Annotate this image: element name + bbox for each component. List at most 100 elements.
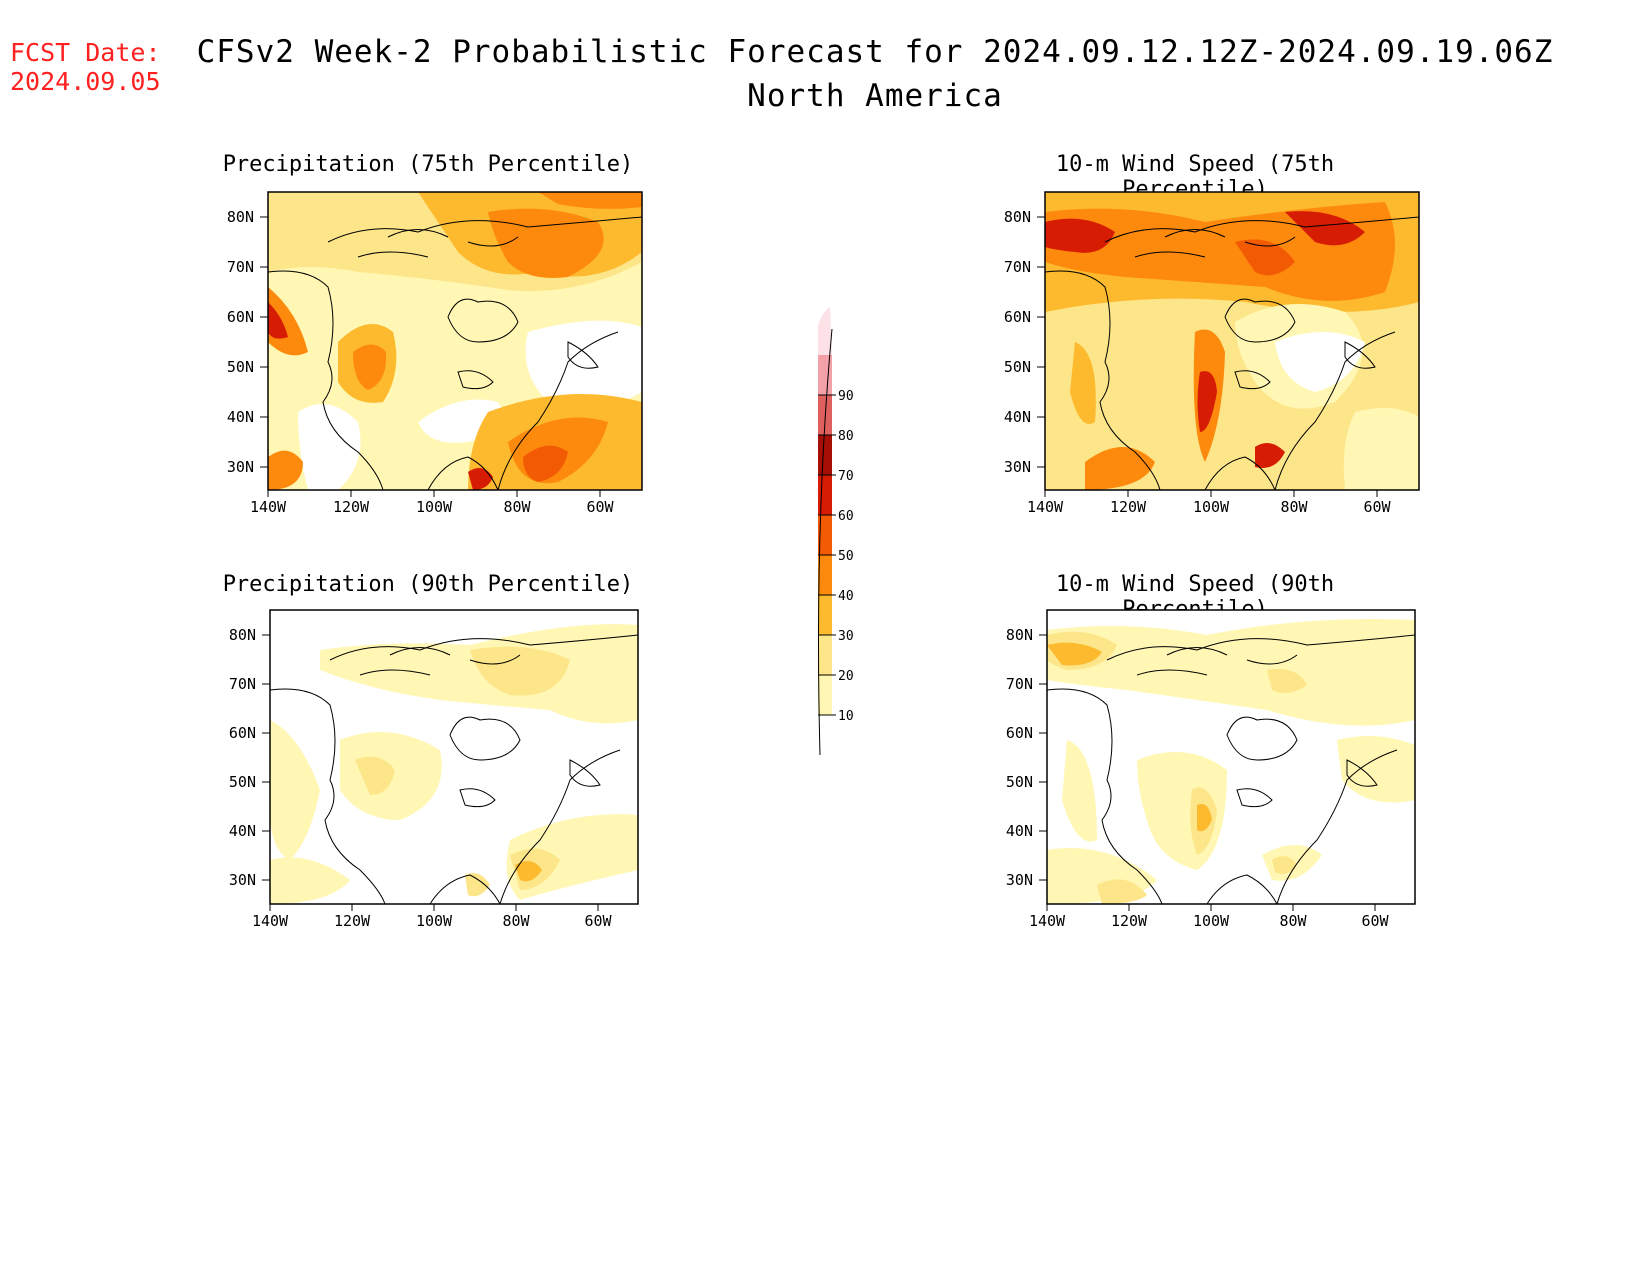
map-wind-90: 80N 70N 60N 50N 40N 30N 140W 120W 100W 8… [1006,609,1416,930]
forecast-date-label: FCST Date: [10,38,161,67]
map-frame [1046,609,1416,905]
coastline-layer [269,634,639,905]
lat-label: 60N [1004,308,1031,326]
colorbar-swatch [818,355,832,395]
colorbar-swatch [818,515,832,555]
lon-label: 60W [586,498,614,516]
colorbar-label: 10 [838,709,854,724]
coastline-layer [1046,634,1416,905]
lon-label: 140W [1027,498,1064,516]
map-svg: 80N 70N 60N 50N 40N 30N 140W 120W 100W 8… [1006,609,1416,930]
shading-layer [270,610,638,904]
colorbar-swatch [818,595,832,635]
lon-label: 80W [1280,498,1308,516]
map-precip-75: 80N 70N 60N 50N 40N 30N 140W 120W 100W 8… [227,191,643,516]
colorbar-swatch [818,635,832,675]
forecast-date-value: 2024.09.05 [10,67,161,96]
colorbar-label: 80 [838,429,854,444]
lat-axis: 80N 70N 60N 50N 40N 30N [229,626,256,889]
lat-label: 80N [227,208,254,226]
forecast-date-block: FCST Date: 2024.09.05 [10,38,161,96]
colorbar-swatch [818,435,832,475]
colorbar-label: 50 [838,549,854,564]
lon-label: 100W [1193,912,1230,930]
lat-label: 30N [229,871,256,889]
lat-label: 60N [229,724,256,742]
panel-title-wind-75: 10-m Wind Speed (75th Percentile) [1055,152,1335,202]
lon-axis: 140W 120W 100W 80W 60W [250,498,615,516]
colorbar: 10 20 30 40 50 60 70 80 90 [810,307,870,759]
lon-ticks [1044,490,1378,497]
coastline-layer [1044,216,1420,491]
lat-label: 40N [229,822,256,840]
map-wind-75: 80N 70N 60N 50N 40N 30N 140W 120W 100W 8… [1004,191,1420,516]
panel-title-precip-75: Precipitation (75th Percentile) [222,152,634,177]
lat-label: 50N [1004,358,1031,376]
map-svg: 80N 70N 60N 50N 40N 30N 140W 120W 100W 8… [229,609,639,930]
map-frame [267,191,643,491]
lon-axis: 140W 120W 100W 80W 60W [252,912,613,930]
lat-label: 70N [227,258,254,276]
colorbar-swatch [818,307,832,355]
lat-ticks [1037,216,1045,468]
colorbar-label: 70 [838,469,854,484]
colorbar-swatches [818,307,832,715]
lon-axis: 140W 120W 100W 80W 60W [1027,498,1392,516]
lon-label: 140W [252,912,289,930]
lon-ticks [267,490,601,497]
lon-label: 120W [1111,912,1148,930]
region-subtitle: North America [747,78,1003,114]
lat-label: 70N [229,675,256,693]
colorbar-outline [818,328,833,756]
lat-label: 80N [229,626,256,644]
lon-label: 80W [1279,912,1307,930]
lat-label: 70N [1004,258,1031,276]
lat-label: 60N [227,308,254,326]
shading-layer [1045,192,1419,490]
lat-label: 30N [227,458,254,476]
lat-label: 40N [227,408,254,426]
map-svg: 80N 70N 60N 50N 40N 30N 140W 120W 100W 8… [1004,191,1420,516]
lat-label: 50N [229,773,256,791]
colorbar-svg: 10 20 30 40 50 60 70 80 90 [818,307,854,756]
lat-axis: 80N 70N 60N 50N 40N 30N [1004,208,1031,476]
lon-label: 80W [502,912,530,930]
lat-label: 40N [1004,408,1031,426]
map-precip-90: 80N 70N 60N 50N 40N 30N 140W 120W 100W 8… [229,609,639,930]
lon-label: 100W [416,498,453,516]
lon-label: 140W [250,498,287,516]
main-title: CFSv2 Week-2 Probabilistic Forecast for … [196,34,1554,70]
lon-label: 120W [1110,498,1147,516]
lon-label: 80W [503,498,531,516]
colorbar-labels: 10 20 30 40 50 60 70 80 90 [838,389,854,724]
lon-label: 60W [584,912,612,930]
lat-label: 70N [1006,675,1033,693]
lon-label: 100W [416,912,453,930]
lon-ticks [1046,904,1376,911]
lat-label: 50N [227,358,254,376]
colorbar-swatch [818,675,832,715]
lon-label: 60W [1361,912,1389,930]
lat-label: 80N [1004,208,1031,226]
lat-ticks [260,216,268,468]
lat-label: 60N [1006,724,1033,742]
lon-label: 140W [1029,912,1066,930]
map-frame [269,609,639,905]
lat-label: 30N [1006,871,1033,889]
lat-label: 80N [1006,626,1033,644]
lat-ticks [1039,634,1047,881]
lat-axis: 80N 70N 60N 50N 40N 30N [227,208,254,476]
colorbar-label: 90 [838,389,854,404]
lat-label: 30N [1004,458,1031,476]
colorbar-label: 30 [838,629,854,644]
colorbar-label: 20 [838,669,854,684]
map-svg: 80N 70N 60N 50N 40N 30N 140W 120W 100W 8… [227,191,643,516]
shading-layer [268,192,642,490]
colorbar-swatch [818,475,832,515]
lon-label: 120W [334,912,371,930]
colorbar-swatch [818,555,832,595]
lon-label: 60W [1363,498,1391,516]
lon-axis: 140W 120W 100W 80W 60W [1029,912,1390,930]
lon-label: 100W [1193,498,1230,516]
panel-title-precip-90: Precipitation (90th Percentile) [222,572,634,597]
